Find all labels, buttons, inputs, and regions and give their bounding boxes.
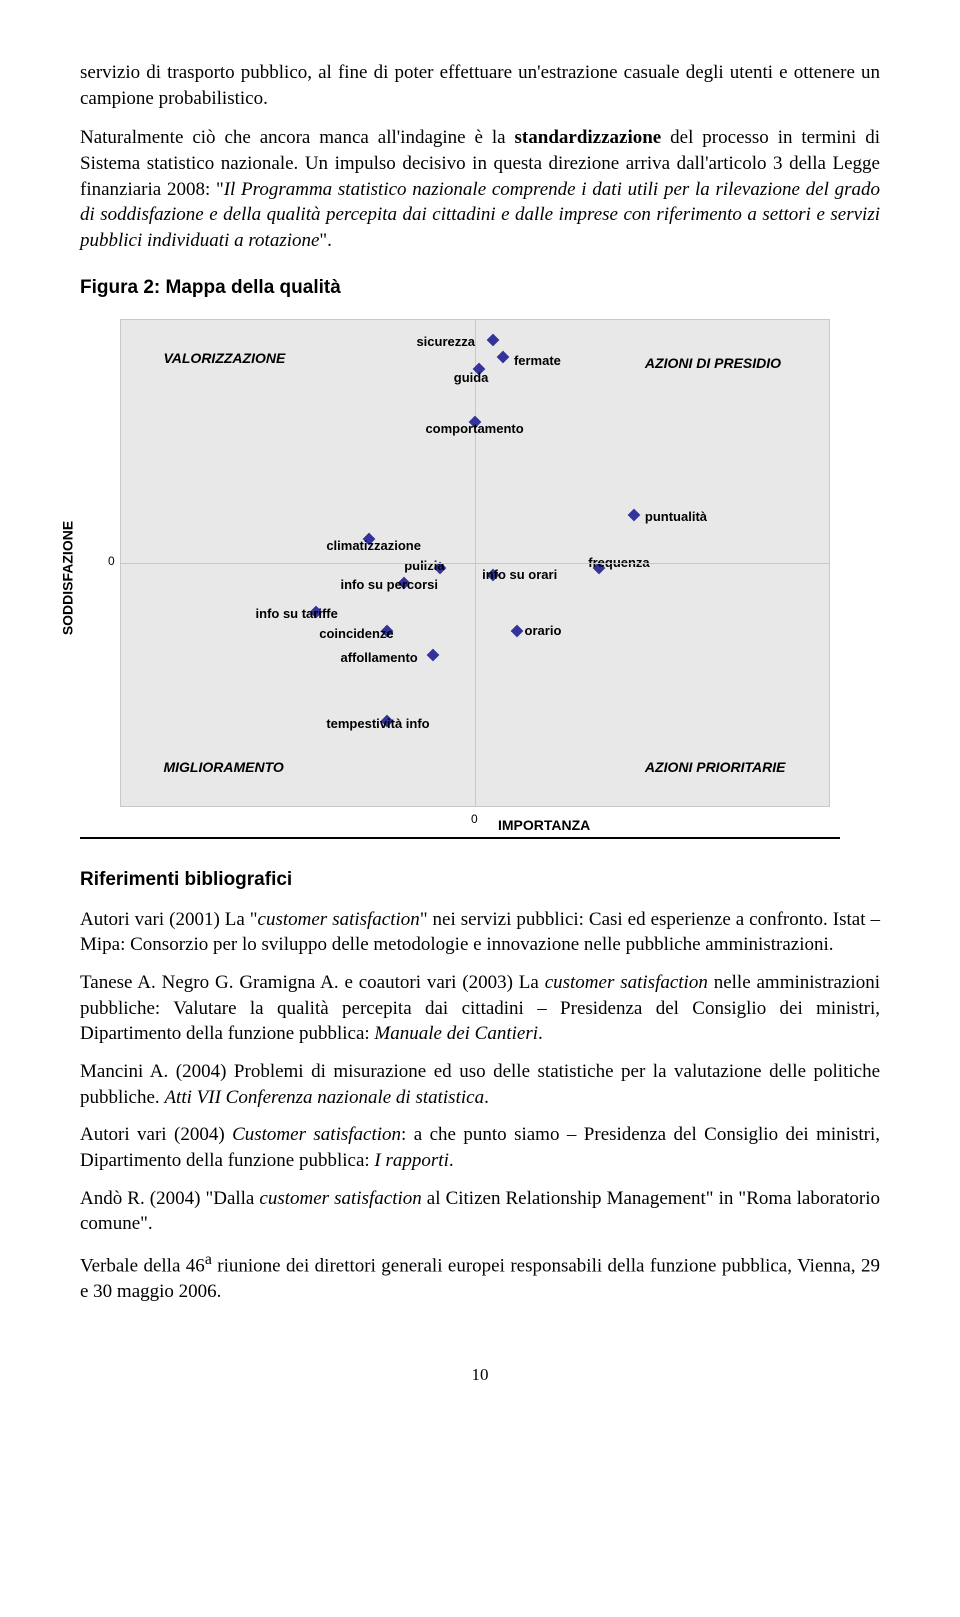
- chart-point-label: coincidenze: [319, 625, 393, 643]
- chart-point-label: pulizia: [404, 557, 444, 575]
- chart-quadrant-label: AZIONI PRIORITARIE: [645, 758, 786, 777]
- chart-xtick: 0: [471, 811, 478, 827]
- page-number: 10: [80, 1364, 880, 1387]
- reference-entry: Mancini A. (2004) Problemi di misurazion…: [80, 1059, 880, 1110]
- references-heading: Riferimenti bibliografici: [80, 867, 880, 893]
- chart-point-label: affollamento: [340, 649, 417, 667]
- chart-quadrant-label: MIGLIORAMENTO: [163, 758, 283, 777]
- chart-point-label: info su percorsi: [340, 576, 438, 594]
- chart-marker: [511, 625, 524, 638]
- chart-point-label: tempestività info: [326, 715, 429, 733]
- chart-ytick: 0: [108, 553, 115, 569]
- chart-marker: [486, 333, 499, 346]
- references-list: Autori vari (2001) La "customer satisfac…: [80, 907, 880, 1305]
- figure-title: Figura 2: Mappa della qualità: [80, 275, 880, 301]
- quality-map-chart: VALORIZZAZIONE AZIONI DI PRESIDIO MIGLIORA…: [80, 319, 880, 839]
- chart-marker: [426, 649, 439, 662]
- chart-point-label: orario: [525, 622, 562, 640]
- chart-point-label: sicurezza: [416, 333, 475, 351]
- chart-point-label: fermate: [514, 353, 561, 371]
- reference-entry: Andò R. (2004) "Dalla customer satisfact…: [80, 1186, 880, 1237]
- reference-entry: Verbale della 46a riunione dei direttori…: [80, 1249, 880, 1305]
- text: ".: [319, 230, 332, 251]
- reference-entry: Autori vari (2001) La "customer satisfac…: [80, 907, 880, 958]
- reference-entry: Autori vari (2004) Customer satisfaction…: [80, 1122, 880, 1173]
- chart-point-label: climatizzazione: [326, 537, 421, 555]
- chart-quadrant-label: AZIONI DI PRESIDIO: [645, 354, 781, 373]
- text-bold: standardizzazione: [515, 127, 662, 148]
- chart-ylabel: SODDISFAZIONE: [59, 521, 78, 635]
- chart-xlabel: IMPORTANZA: [498, 816, 590, 835]
- chart-marker: [628, 508, 641, 521]
- body-paragraph: Naturalmente ciò che ancora manca all'in…: [80, 125, 880, 253]
- chart-point-label: info su tariffe: [256, 605, 338, 623]
- chart-point-label: puntualità: [645, 508, 707, 526]
- chart-quadrant-label: VALORIZZAZIONE: [163, 349, 285, 368]
- text: Naturalmente ciò che ancora manca all'in…: [80, 127, 515, 148]
- body-paragraph: servizio di trasporto pubblico, al fine …: [80, 60, 880, 111]
- chart-point-label: info su orari: [482, 566, 557, 584]
- chart-point-label: guida: [454, 370, 489, 388]
- chart-point-label: frequenza: [588, 554, 649, 572]
- chart-marker: [497, 350, 510, 363]
- chart-point-label: comportamento: [425, 421, 523, 439]
- reference-entry: Tanese A. Negro G. Gramigna A. e coautor…: [80, 970, 880, 1047]
- text: servizio di trasporto pubblico, al fine …: [80, 62, 880, 109]
